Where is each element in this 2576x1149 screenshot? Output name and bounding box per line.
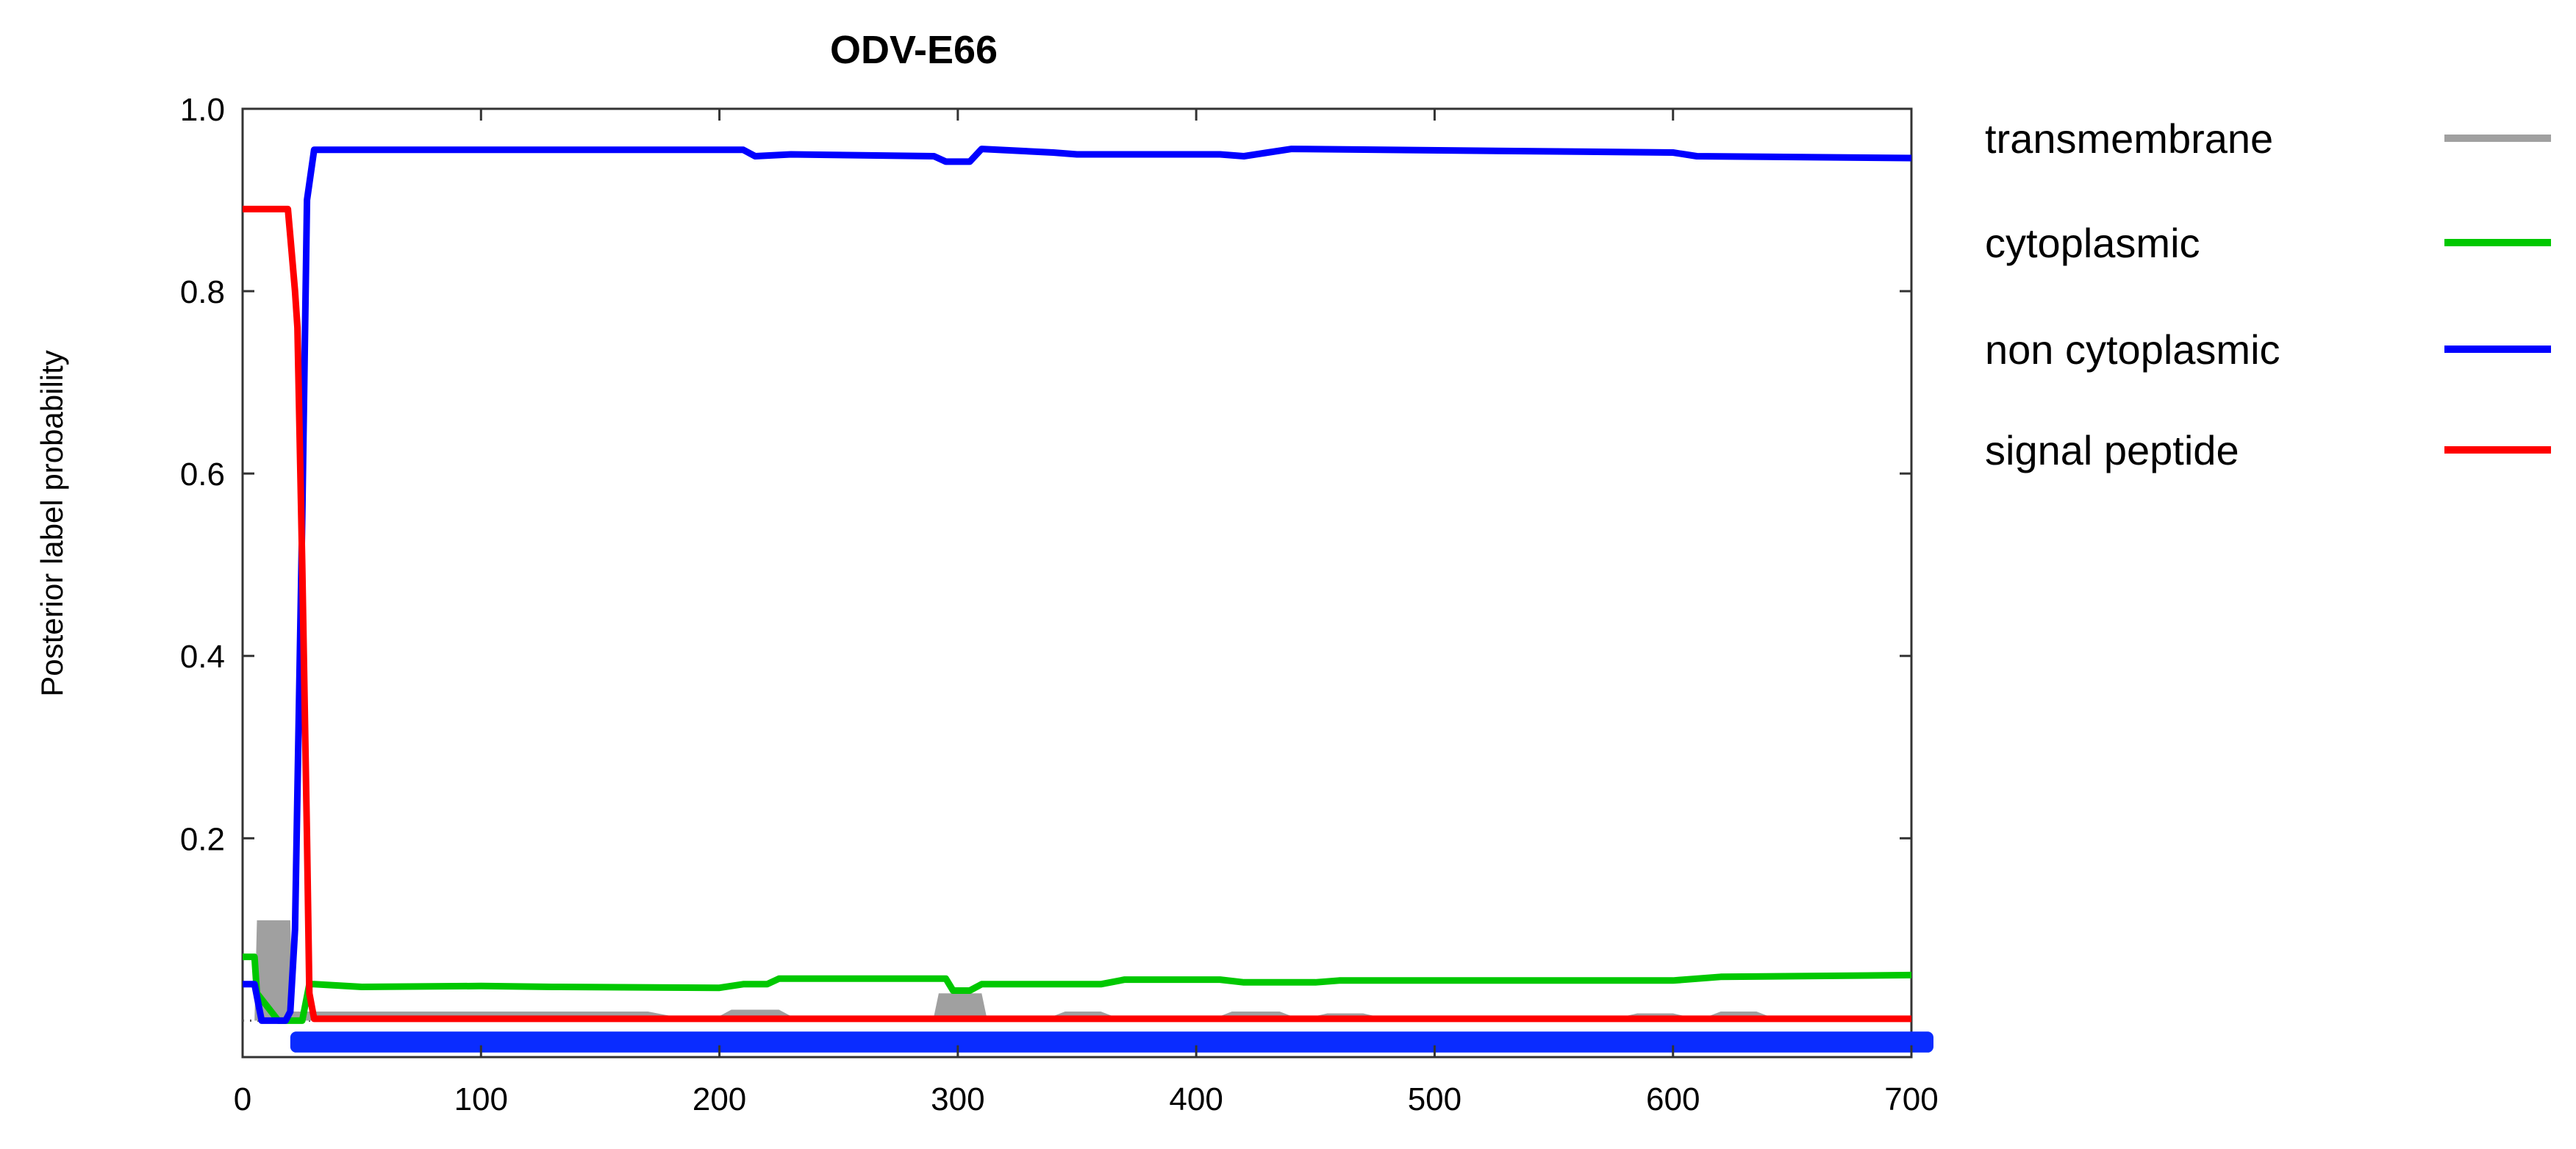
- series-non-cytoplasmic: [243, 146, 1912, 1024]
- plot-frame: [241, 107, 1913, 1059]
- x-axis-ticks: 0 100 200 300 400 500 600 700: [234, 109, 1939, 1117]
- x-tick-label: 0: [234, 1081, 251, 1117]
- y-tick-label: 0.6: [180, 457, 225, 493]
- series-signal-peptide: [243, 205, 1911, 1023]
- y-axis-label: Posterior label probability: [35, 350, 69, 697]
- baseline-band: [290, 1031, 1933, 1053]
- y-tick-label: 0.4: [180, 639, 225, 675]
- y-tick-label: 1.0: [180, 92, 225, 128]
- legend-signal-peptide-label: signal peptide: [1985, 427, 2239, 473]
- legend: transmembrane cytoplasmic non cytoplasmic s…: [1985, 115, 2551, 473]
- chart-title: ODV-E66: [830, 28, 998, 72]
- x-tick-label: 200: [693, 1081, 746, 1117]
- legend-non-cytoplasmic-label: non cytoplasmic: [1985, 326, 2280, 373]
- x-tick-label: 500: [1408, 1081, 1461, 1117]
- y-tick-label: 0.2: [180, 821, 225, 857]
- legend-transmembrane-label: transmembrane: [1985, 115, 2273, 162]
- x-tick-label: 600: [1646, 1081, 1700, 1117]
- series-cytoplasmic: [243, 953, 1912, 1024]
- y-tick-label: 0.8: [180, 274, 225, 310]
- series-transmembrane: [243, 920, 1911, 1021]
- x-tick-label: 400: [1169, 1081, 1223, 1117]
- legend-cytoplasmic-label: cytoplasmic: [1985, 220, 2200, 266]
- plot-area: [241, 107, 1933, 1059]
- x-tick-label: 700: [1884, 1081, 1938, 1117]
- y-axis-ticks: 0.2 0.4 0.6 0.8 1.0: [180, 92, 1911, 857]
- x-tick-label: 300: [931, 1081, 984, 1117]
- x-tick-label: 100: [454, 1081, 508, 1117]
